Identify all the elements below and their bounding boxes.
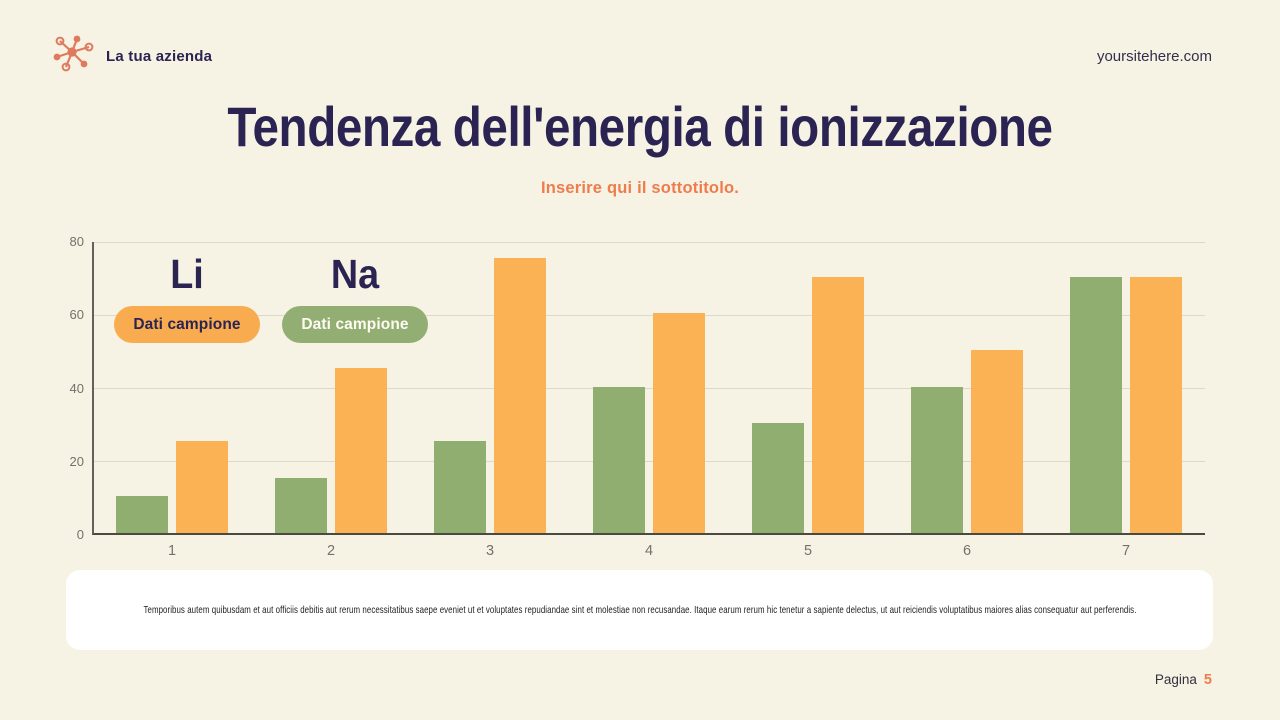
bar-na-7 (1070, 276, 1122, 533)
description-card: Temporibus autem quibusdam et aut offici… (66, 570, 1213, 650)
sample-badge: Dati campione (114, 306, 260, 344)
annotation-na: Na Dati campione (275, 251, 435, 344)
bar-li-3 (494, 258, 546, 533)
grid-line (94, 314, 1205, 316)
brand-name: La tua azienda (106, 47, 213, 65)
annotation-li: Li Dati campione (107, 251, 267, 344)
page-number: 5 (1203, 672, 1212, 688)
bar-na-5 (752, 423, 804, 533)
x-axis-tick-label: 2 (326, 543, 336, 559)
footer: Pagina 5 (1155, 672, 1212, 688)
description-text: Temporibus autem quibusdam et aut offici… (143, 604, 1136, 616)
bar-li-1 (176, 441, 228, 533)
x-axis-tick-label: 5 (803, 543, 813, 559)
y-axis-tick-label: 80 (69, 234, 84, 249)
y-axis-tick-label: 40 (69, 380, 84, 396)
bar-li-6 (971, 349, 1023, 533)
bar-li-4 (653, 313, 705, 533)
x-axis-tick-label: 1 (167, 543, 177, 559)
x-axis-tick-label: 6 (962, 543, 972, 559)
element-label-na: Na (330, 251, 380, 297)
bar-na-1 (116, 496, 168, 533)
page-subtitle: Inserire qui il sottotitolo. (540, 179, 740, 197)
page-number-label: Pagina (1154, 672, 1197, 687)
x-axis-tick-label: 7 (1121, 543, 1131, 559)
header: La tua azienda yoursitehere.com (52, 34, 1212, 78)
grid-line (94, 388, 1205, 389)
y-axis-tick-label: 20 (69, 453, 84, 469)
bar-li-7 (1130, 276, 1182, 533)
page-title: Tendenza dell'energia di ionizzazione (227, 95, 1053, 158)
grid-line (94, 461, 1205, 463)
x-axis-tick-label: 3 (485, 543, 495, 559)
y-axis-tick-label: 60 (69, 307, 84, 323)
y-axis-tick-label: 0 (76, 527, 84, 542)
molecule-icon (52, 34, 96, 79)
bar-na-2 (275, 478, 327, 533)
bar-li-5 (812, 276, 864, 533)
bar-chart-plot-area: 0 20 40 60 80 1 2 3 4 5 6 7 (70, 234, 1205, 559)
bar-na-4 (593, 386, 645, 533)
element-label-li: Li (170, 251, 204, 297)
bar-li-2 (335, 368, 387, 533)
brand: La tua azienda (52, 34, 212, 79)
bar-na-3 (434, 441, 486, 533)
bar-na-6 (911, 386, 963, 533)
x-axis-tick-label: 4 (644, 543, 654, 559)
sample-badge: Dati campione (282, 306, 428, 344)
grid-line (94, 241, 1205, 243)
website-link[interactable]: yoursitehere.com (1096, 47, 1212, 65)
